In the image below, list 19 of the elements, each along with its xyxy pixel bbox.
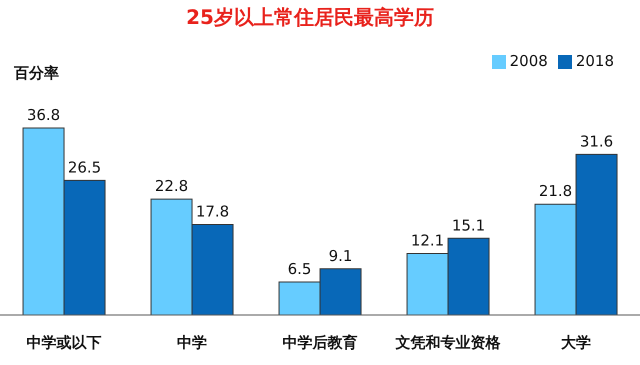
chart-title: 25岁以上常住居民最高学历 <box>185 4 435 31</box>
data-label: 31.6 <box>580 132 614 150</box>
data-label: 22.8 <box>154 177 188 196</box>
x-tick-label: 大学 <box>561 334 591 352</box>
y-axis-title: 百分率 <box>14 64 59 83</box>
data-label: 12.1 <box>410 232 444 250</box>
data-label: 6.5 <box>288 260 312 278</box>
x-tick-label: 中学 <box>177 334 207 352</box>
legend-label: 2018 <box>576 52 614 70</box>
x-tick-label: 文凭和专业资格 <box>394 334 502 352</box>
x-tick-label: 中学后教育 <box>282 334 358 352</box>
data-label: 21.8 <box>538 182 572 200</box>
data-label: 17.8 <box>196 202 230 221</box>
data-label: 26.5 <box>68 158 102 176</box>
data-label: 15.1 <box>452 216 486 234</box>
data-label: 9.1 <box>328 246 352 265</box>
x-tick-label: 中学或以下 <box>26 334 102 352</box>
legend-label: 2008 <box>510 52 548 70</box>
data-label: 36.8 <box>26 106 60 124</box>
